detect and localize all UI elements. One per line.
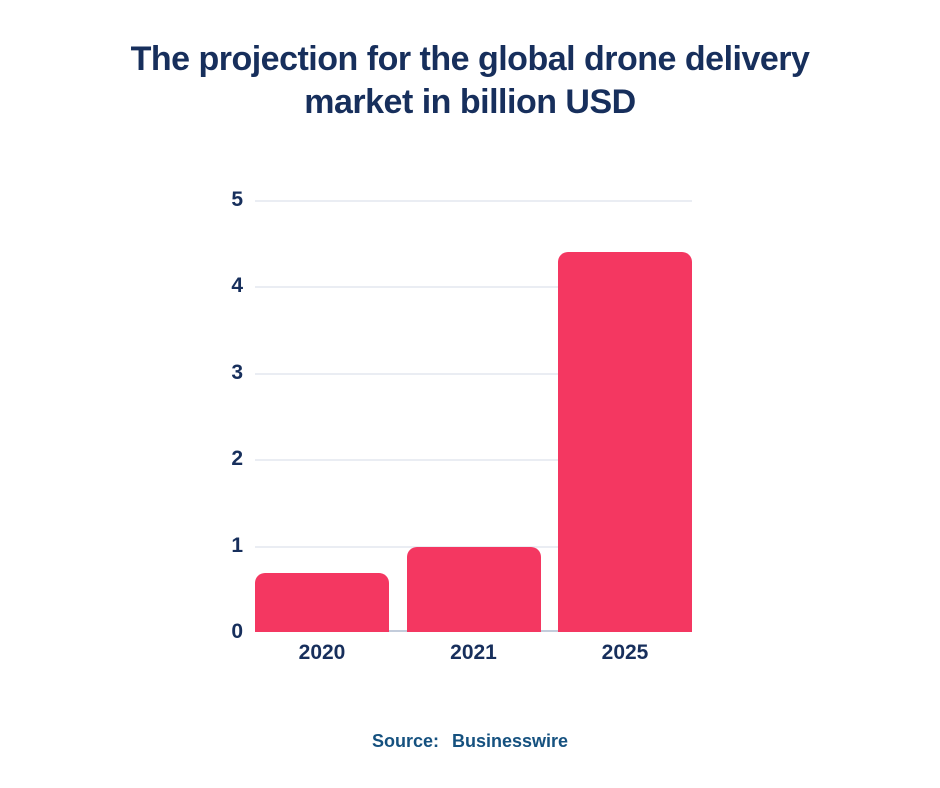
x-label-2025: 2025	[601, 641, 649, 664]
source-value: Businesswire	[451, 731, 569, 751]
y-tick-label-0: 0	[231, 620, 243, 643]
plot-area: 0 1 2 3 4 5 2020 2021 2025	[231, 188, 692, 664]
gridline-y-3	[255, 372, 692, 375]
y-tick-label-2: 2	[231, 447, 243, 471]
gridline-y-2	[255, 459, 692, 462]
bar-2025	[558, 251, 692, 632]
x-label-2021: 2021	[450, 641, 497, 664]
x-label-2020: 2020	[298, 641, 346, 664]
y-tick-label-5: 5	[231, 188, 243, 211]
chart-title-line1: The projection for the global drone deli…	[130, 40, 810, 78]
gridline-y-4	[255, 286, 692, 289]
gridline-y-1	[255, 545, 692, 548]
source-line: Source: Businesswire	[0, 731, 940, 752]
y-tick-label-3: 3	[231, 360, 243, 384]
bar-2021	[406, 547, 541, 632]
gridline-y-5	[255, 200, 692, 202]
y-tick-label-1: 1	[231, 533, 243, 557]
y-tick-label-4: 4	[231, 274, 243, 298]
chart-title-line2: market in billion USD	[304, 83, 636, 121]
source-label: Source:	[371, 731, 439, 751]
chart-title: The projection for the global drone deli…	[0, 38, 940, 124]
bar-2020	[255, 573, 389, 632]
